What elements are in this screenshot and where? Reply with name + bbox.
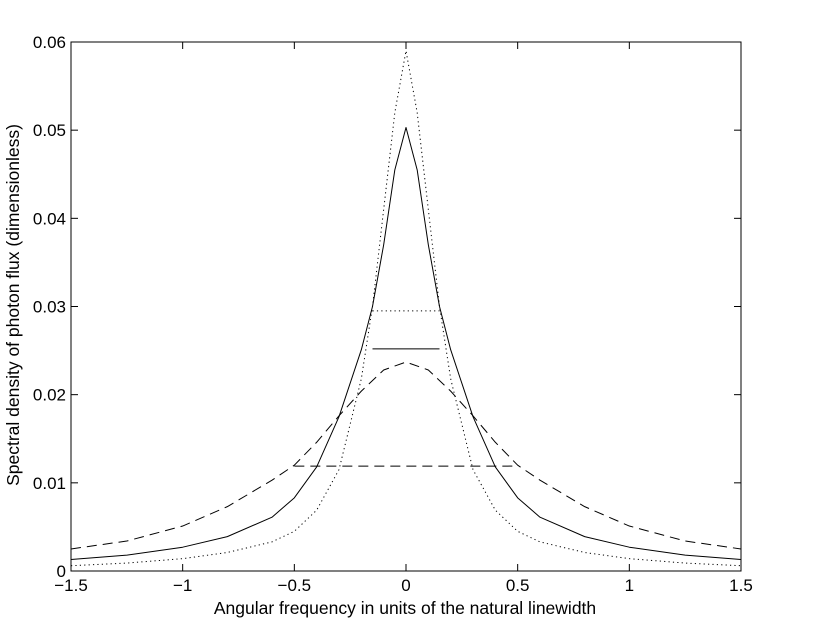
y-tick-label: 0.06 [33,33,66,52]
x-tick-label: −1.5 [54,576,88,595]
plot-frame [70,41,742,572]
y-tick-label: 0.03 [33,298,66,317]
x-tick-label: 0.5 [506,576,530,595]
x-tick-label: −0.5 [278,576,312,595]
y-tick-label: 0.04 [33,209,66,228]
dashed-curve [70,361,742,550]
y-tick-labels: 0 0.01 0.02 0.03 0.04 0.05 0.06 [33,33,66,581]
y-tick-label: 0.01 [33,474,66,493]
x-tick-label: 0 [401,576,410,595]
x-tick-labels: −1.5 −1 −0.5 0 0.5 1 1.5 [54,576,753,595]
y-tick-label: 0.02 [33,386,66,405]
dotted-curve [70,50,742,567]
y-tick-label: 0 [57,562,66,581]
x-tick-label: −1 [173,576,192,595]
series-layer [70,50,742,567]
y-tick-label: 0.05 [33,121,66,140]
plot-area [70,41,742,572]
solid-curve [70,127,742,561]
tick-marks [70,41,742,572]
x-tick-label: 1.5 [729,576,753,595]
y-axis-label: Spectral density of photon flux (dimensi… [3,124,23,486]
x-axis-label: Angular frequency in units of the natura… [214,598,596,618]
half-max-lines [294,310,518,467]
x-tick-label: 1 [625,576,634,595]
